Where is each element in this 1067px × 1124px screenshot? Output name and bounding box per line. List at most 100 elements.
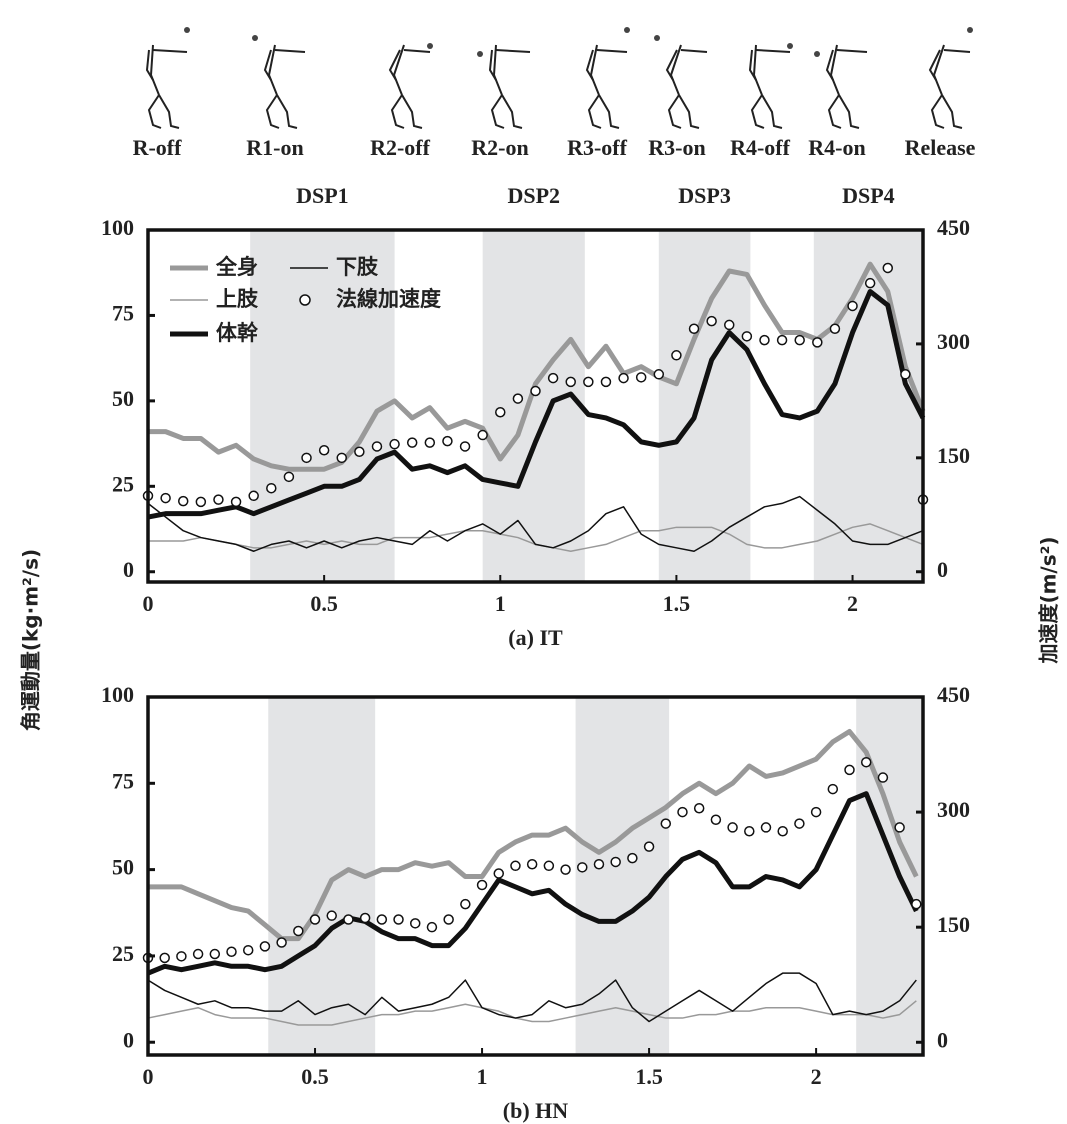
data-point <box>495 407 506 418</box>
ball <box>967 27 973 33</box>
legend-label: 体幹 <box>216 321 259 345</box>
data-point <box>794 818 805 829</box>
y2-tick-label: 0 <box>937 1027 948 1052</box>
data-point <box>810 806 822 818</box>
figure-leg <box>941 94 963 129</box>
data-point <box>424 437 436 448</box>
figure-arm <box>825 49 834 81</box>
figure-arm <box>388 49 401 81</box>
data-point <box>688 323 700 334</box>
stick-figure <box>825 44 868 129</box>
data-point <box>359 912 371 924</box>
figure-leg <box>490 94 505 129</box>
data-point <box>393 914 404 925</box>
ball <box>477 51 483 57</box>
y-tick-label: 75 <box>112 300 134 325</box>
data-point <box>560 864 571 875</box>
data-point <box>812 337 823 348</box>
data-point <box>577 862 588 873</box>
data-point <box>627 852 638 864</box>
x-tick-label: 1.5 <box>635 1064 663 1089</box>
y2-tick-label: 450 <box>937 215 970 240</box>
data-point <box>860 756 872 768</box>
figure-leg <box>838 94 860 129</box>
y-tick-label: 0 <box>123 557 134 582</box>
ball <box>654 35 660 41</box>
data-point <box>354 446 365 458</box>
y2-axis-label: 加速度(m/s²) <box>1037 536 1061 664</box>
figure-arm <box>928 49 941 81</box>
figure-arm <box>755 49 791 53</box>
x-tick-label: 0.5 <box>310 591 338 616</box>
phase-label: R4-off <box>730 135 791 160</box>
data-point <box>635 372 647 383</box>
data-point <box>600 376 612 388</box>
figure-torso <box>752 44 763 96</box>
x-tick-label: 0 <box>143 591 154 616</box>
figure-arm <box>488 49 497 81</box>
figure-leg <box>587 94 602 129</box>
ball <box>624 27 630 33</box>
y2-tick-label: 150 <box>937 443 970 468</box>
figure-leg <box>147 94 162 129</box>
shaded-label: DSP3 <box>678 183 731 208</box>
stick-figure <box>488 44 531 129</box>
x-tick-label: 2 <box>847 591 858 616</box>
legend-marker <box>299 294 311 306</box>
stick-figure <box>748 44 791 129</box>
data-point <box>276 937 287 948</box>
y2-tick-label: 150 <box>937 912 970 937</box>
figure-leg <box>761 94 783 129</box>
data-point <box>894 822 905 833</box>
data-point <box>547 372 559 384</box>
phase-label: R2-on <box>471 135 528 160</box>
figure-arm <box>596 49 628 53</box>
data-point <box>844 764 855 776</box>
data-point <box>760 822 772 833</box>
series-line <box>148 261 926 472</box>
series-line <box>147 791 919 976</box>
data-point <box>336 452 347 464</box>
figure-arm <box>680 49 708 53</box>
data-point <box>512 393 524 404</box>
shaded-label: DSP4 <box>842 183 895 208</box>
figure-arm <box>145 49 154 81</box>
shaded-region <box>658 230 751 582</box>
phase-label: R4-on <box>808 135 865 160</box>
data-point <box>693 803 705 814</box>
phase-label: R3-off <box>567 135 628 160</box>
data-point <box>318 444 330 456</box>
data-point <box>195 496 207 508</box>
y2-tick-label: 0 <box>937 557 948 582</box>
figure-leg <box>265 94 280 129</box>
data-point <box>677 806 688 818</box>
phase-label: R-off <box>133 135 183 160</box>
data-point <box>176 951 187 962</box>
figure-leg <box>930 94 945 129</box>
figure-arm <box>403 49 431 53</box>
data-point <box>459 441 471 452</box>
data-point <box>426 921 438 933</box>
figure-leg <box>678 94 700 129</box>
shaded-label: DSP1 <box>296 183 349 208</box>
data-point <box>827 783 839 795</box>
x-tick-label: 1 <box>477 1064 488 1089</box>
data-point <box>326 910 337 921</box>
series-line <box>147 972 917 1023</box>
data-point <box>371 441 383 452</box>
figure-torso <box>492 44 503 96</box>
data-point <box>309 914 321 925</box>
data-point <box>671 350 682 361</box>
data-point <box>406 437 418 448</box>
ball <box>787 43 793 49</box>
data-point <box>660 818 672 829</box>
figure-leg <box>750 94 765 129</box>
x-tick-label: 1.5 <box>663 591 691 616</box>
figure-leg <box>501 94 523 129</box>
data-point <box>900 369 911 380</box>
data-point <box>259 941 271 952</box>
data-point <box>409 918 421 929</box>
data-point <box>248 490 259 502</box>
figure-arm <box>263 49 272 81</box>
legend-label: 上肢 <box>216 287 259 311</box>
